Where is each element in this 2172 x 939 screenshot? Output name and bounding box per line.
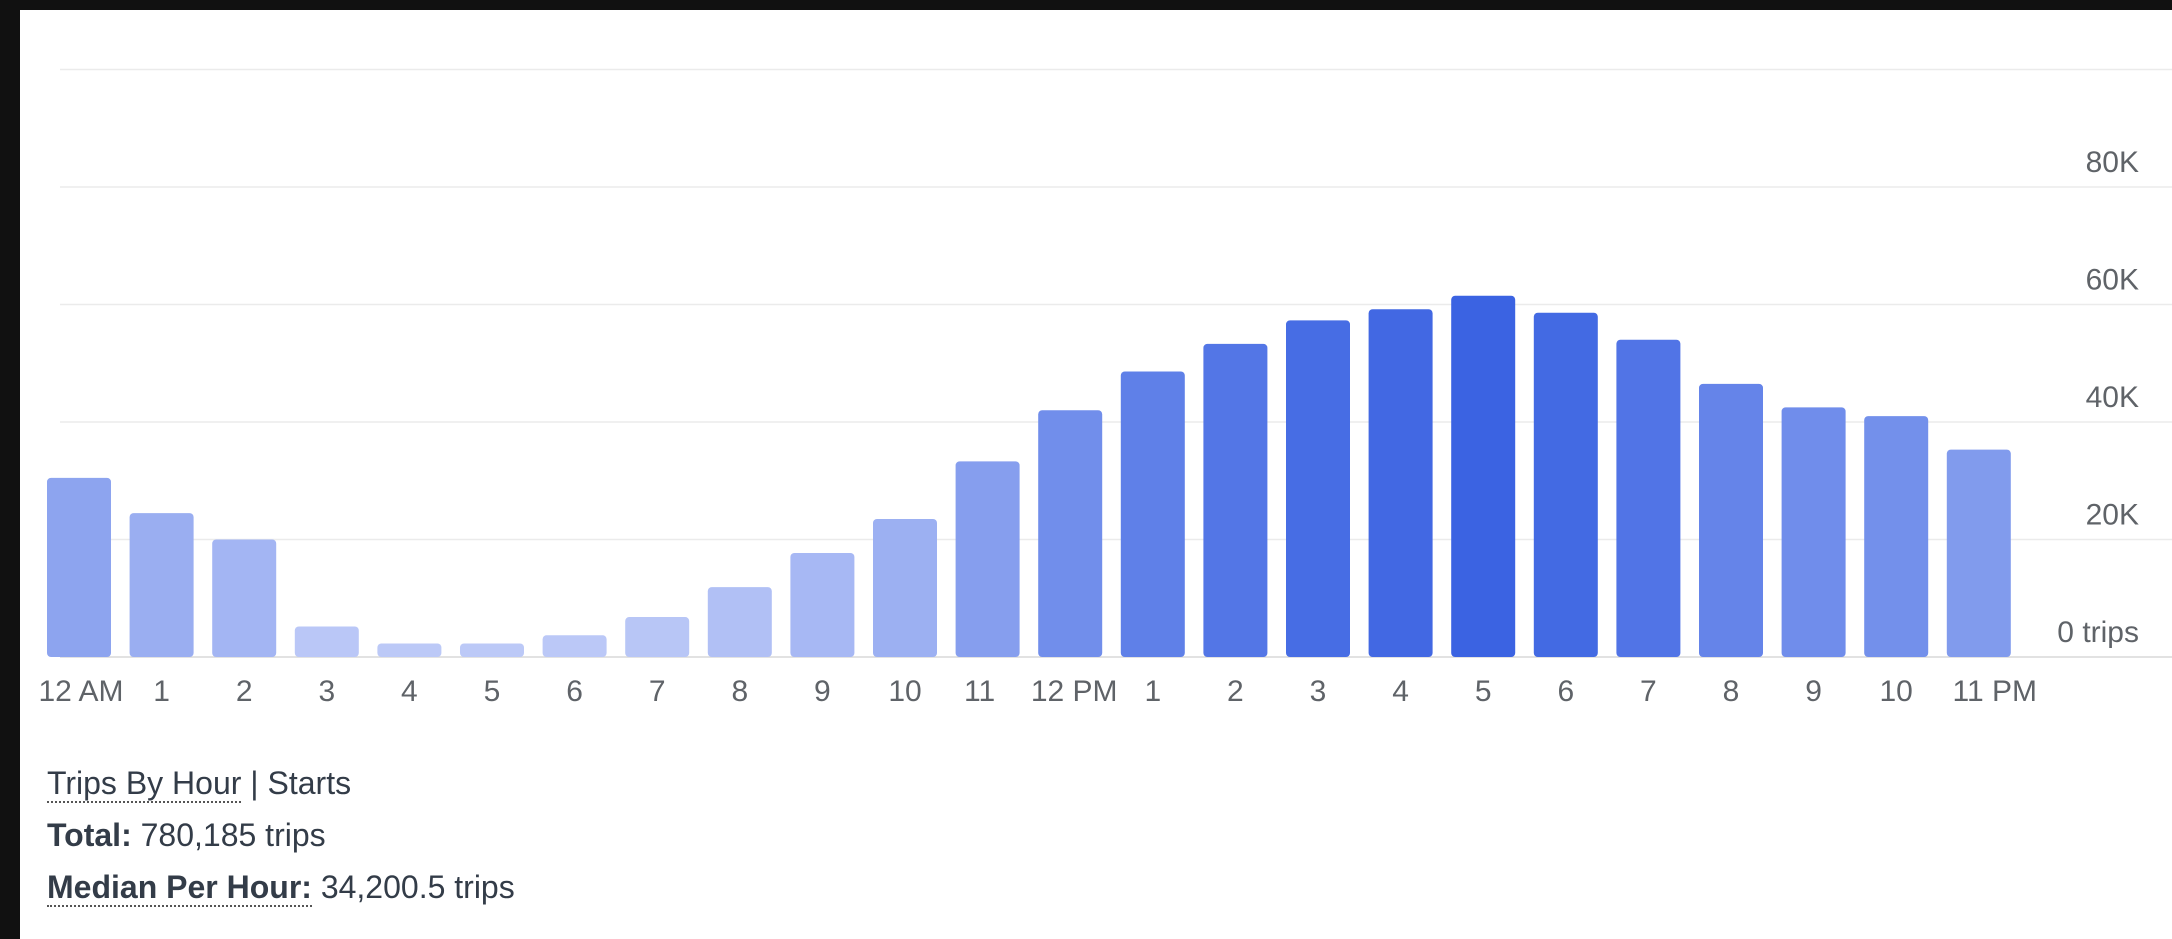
bar-18[interactable] xyxy=(1533,312,1598,657)
trips-by-hour-chart: 80K 60K 40K 20K 0 trips 12 AM 1 2 3 4 5 6 7 8 9 10 11 12 … xyxy=(38,68,2172,708)
median-value: 34,200.5 trips xyxy=(311,869,515,905)
median-label[interactable]: Median Per Hour: xyxy=(47,869,312,907)
x-tick-label: 8 xyxy=(731,675,748,708)
bar-5[interactable] xyxy=(460,643,524,657)
bar-3[interactable] xyxy=(294,626,359,657)
bar-15[interactable] xyxy=(1286,320,1350,657)
x-tick-label: 5 xyxy=(484,675,501,708)
x-tick-label: 2 xyxy=(236,675,253,708)
x-tick-label: 12 PM xyxy=(1031,675,1118,708)
x-tick-label: 9 xyxy=(1805,675,1822,708)
bar-8[interactable] xyxy=(707,587,772,657)
y-tick-label: 40K xyxy=(2086,381,2139,414)
x-tick-label: 1 xyxy=(153,675,170,708)
x-tick-label: 7 xyxy=(649,675,666,708)
x-tick-label: 5 xyxy=(1475,675,1492,708)
bar-23[interactable] xyxy=(1946,449,2011,657)
y-tick-label: 20K xyxy=(2086,499,2139,532)
caption-title[interactable]: Trips By Hour xyxy=(47,765,242,803)
x-tick-label: 11 xyxy=(964,675,995,708)
x-tick-label: 12 AM xyxy=(38,675,123,708)
bar-0[interactable] xyxy=(47,477,111,657)
x-tick-label: 10 xyxy=(888,675,921,708)
x-tick-label: 7 xyxy=(1640,675,1657,708)
bar-7[interactable] xyxy=(625,617,690,657)
x-tick-label: 4 xyxy=(401,675,418,708)
x-tick-label: 11 PM xyxy=(1953,675,2037,708)
x-tick-label: 2 xyxy=(1227,675,1244,708)
bar-17[interactable] xyxy=(1451,295,1516,657)
caption-subtitle: Starts xyxy=(267,765,352,801)
bar-6[interactable] xyxy=(542,635,607,657)
x-tick-label: 6 xyxy=(1557,675,1574,708)
x-tick-label: 4 xyxy=(1392,675,1409,708)
x-tick-label: 9 xyxy=(814,675,831,708)
total-value: 780,185 trips xyxy=(131,817,326,853)
x-tick-label: 6 xyxy=(566,675,583,708)
bar-20[interactable] xyxy=(1699,383,1763,657)
caption-total-row: Total: 780,185 trips xyxy=(47,809,515,861)
chart-caption: Trips By Hour | Starts Total: 780,185 tr… xyxy=(47,757,515,913)
bar-1[interactable] xyxy=(129,513,194,657)
chart-panel: 80K 60K 40K 20K 0 trips 12 AM 1 2 3 4 5 6 7 8 9 10 11 12 … xyxy=(20,10,2172,939)
total-label: Total: xyxy=(47,817,132,853)
bar-11[interactable] xyxy=(955,461,1020,657)
bar-10[interactable] xyxy=(873,518,937,657)
bar-12[interactable] xyxy=(1038,410,1103,657)
caption-title-row: Trips By Hour | Starts xyxy=(47,757,515,809)
bar-9[interactable] xyxy=(790,553,855,657)
bar-16[interactable] xyxy=(1368,309,1433,657)
x-tick-label: 3 xyxy=(318,675,335,708)
y-tick-label: 60K xyxy=(2086,264,2139,297)
caption-median-row: Median Per Hour: 34,200.5 trips xyxy=(47,861,515,913)
bar-13[interactable] xyxy=(1120,371,1185,657)
bar-4[interactable] xyxy=(377,643,442,657)
x-tick-label: 8 xyxy=(1723,675,1740,708)
bar-14[interactable] xyxy=(1203,343,1268,657)
y-tick-label: 0 trips xyxy=(2057,616,2139,649)
bar-21[interactable] xyxy=(1781,407,1846,657)
y-tick-label: 80K xyxy=(2086,146,2139,179)
bar-22[interactable] xyxy=(1864,416,1929,657)
x-tick-label: 10 xyxy=(1880,675,1913,708)
x-tick-label: 1 xyxy=(1144,675,1161,708)
bar-19[interactable] xyxy=(1616,339,1681,657)
bar-2[interactable] xyxy=(212,539,277,658)
x-tick-label: 3 xyxy=(1310,675,1327,708)
caption-separator: | xyxy=(241,765,268,801)
